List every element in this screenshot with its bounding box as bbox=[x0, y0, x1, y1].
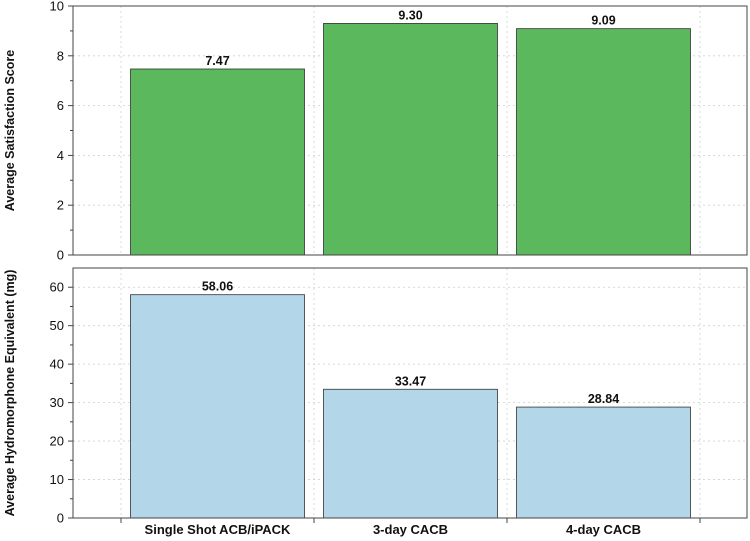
bar-single-shot-acb-ipack bbox=[130, 294, 305, 519]
bar-value-label: 9.09 bbox=[591, 14, 615, 28]
y-tick-label: 2 bbox=[57, 198, 64, 213]
hydromorphone-panel: 0 10 20 30 40 50 60 58.06 33.47 28.84 Average Hydr… bbox=[3, 267, 748, 537]
bar-single-shot-acb-ipack bbox=[130, 68, 305, 256]
y-tick-label: 30 bbox=[50, 395, 64, 410]
x-category-label: Single Shot ACB/iPACK bbox=[145, 522, 292, 537]
y-tick-label: 50 bbox=[50, 318, 64, 333]
bar-value-label: 58.06 bbox=[202, 280, 233, 294]
y-tick-label: 6 bbox=[57, 98, 64, 113]
y-tick-label: 0 bbox=[57, 511, 64, 526]
bar-value-label: 33.47 bbox=[395, 374, 426, 388]
x-category-label: 3-day CACB bbox=[373, 522, 448, 537]
bar-4-day-cacb bbox=[516, 28, 691, 256]
y-axis-title: Average Satisfaction Score bbox=[3, 50, 17, 211]
y-tick-label: 10 bbox=[50, 472, 64, 487]
y-tick-label: 40 bbox=[50, 357, 64, 372]
plot-frame bbox=[72, 267, 748, 519]
y-tick-label: 8 bbox=[57, 48, 64, 63]
y-tick-label: 10 bbox=[50, 0, 64, 14]
y-tick-label: 0 bbox=[57, 248, 64, 263]
y-tick-label: 20 bbox=[50, 434, 64, 449]
x-category-label: 4-day CACB bbox=[566, 522, 641, 537]
plot-frame bbox=[72, 5, 748, 256]
bar-3-day-cacb bbox=[323, 23, 498, 256]
bar-value-label: 9.30 bbox=[398, 8, 422, 22]
bar-value-label: 7.47 bbox=[205, 54, 229, 68]
bar-value-label: 28.84 bbox=[588, 392, 619, 406]
y-axis-title: Average Hydromorphone Equivalent (mg) bbox=[3, 270, 17, 517]
y-tick-label: 60 bbox=[50, 280, 64, 295]
y-tick-label: 4 bbox=[57, 148, 64, 163]
bar-3-day-cacb bbox=[323, 388, 498, 519]
bar-4-day-cacb bbox=[516, 406, 691, 519]
satisfaction-panel: 0 2 4 6 8 10 7.47 9.30 9.09 Average Satisfaction … bbox=[3, 0, 748, 263]
